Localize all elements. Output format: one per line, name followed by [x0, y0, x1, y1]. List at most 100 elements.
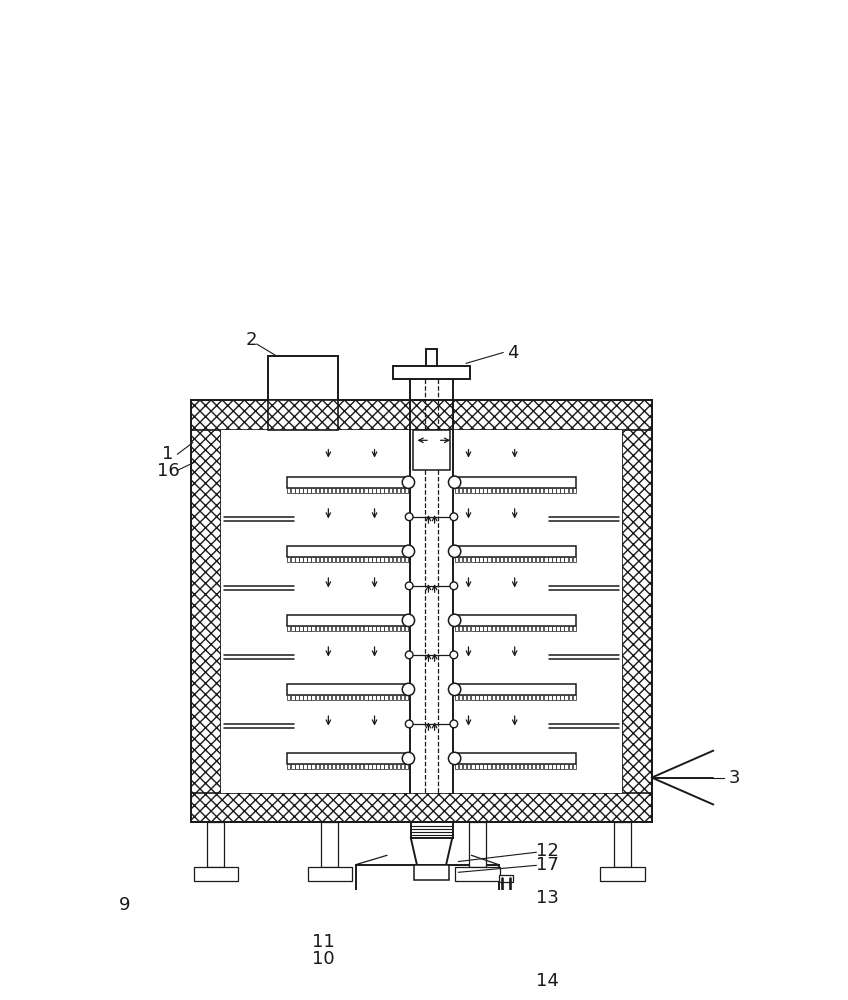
- Bar: [404, 488, 408, 493]
- Bar: [414, 865, 449, 880]
- Bar: [459, 626, 462, 631]
- Bar: [556, 764, 560, 769]
- Bar: [401, 488, 404, 493]
- Bar: [384, 626, 388, 631]
- Bar: [471, 626, 475, 631]
- Bar: [348, 488, 351, 493]
- Bar: [295, 764, 298, 769]
- Ellipse shape: [402, 476, 415, 488]
- Bar: [308, 488, 310, 493]
- Bar: [393, 626, 396, 631]
- Bar: [324, 626, 327, 631]
- Bar: [372, 695, 376, 700]
- Bar: [364, 488, 367, 493]
- Bar: [467, 557, 471, 562]
- Bar: [492, 764, 495, 769]
- Bar: [304, 626, 307, 631]
- Bar: [356, 626, 360, 631]
- Bar: [388, 626, 392, 631]
- Bar: [483, 764, 487, 769]
- Bar: [540, 488, 544, 493]
- Bar: [455, 546, 577, 557]
- Bar: [528, 695, 532, 700]
- Bar: [393, 488, 396, 493]
- Text: 17: 17: [536, 856, 559, 874]
- Bar: [499, 875, 513, 882]
- Bar: [475, 764, 478, 769]
- Bar: [308, 626, 310, 631]
- Bar: [516, 488, 519, 493]
- Bar: [393, 695, 396, 700]
- Bar: [544, 695, 548, 700]
- Bar: [360, 488, 364, 493]
- Text: 16: 16: [157, 462, 180, 480]
- Bar: [544, 764, 548, 769]
- Bar: [488, 764, 491, 769]
- Bar: [536, 764, 539, 769]
- Bar: [516, 557, 519, 562]
- Bar: [315, 695, 319, 700]
- Bar: [381, 764, 384, 769]
- Bar: [528, 557, 532, 562]
- Bar: [540, 557, 544, 562]
- Bar: [368, 695, 371, 700]
- Bar: [516, 764, 519, 769]
- Bar: [614, 822, 631, 867]
- Bar: [471, 557, 475, 562]
- Bar: [356, 488, 360, 493]
- Bar: [287, 695, 291, 700]
- Bar: [287, 546, 409, 557]
- Bar: [372, 764, 376, 769]
- Bar: [352, 488, 355, 493]
- Bar: [459, 695, 462, 700]
- Bar: [287, 615, 409, 626]
- Bar: [364, 626, 367, 631]
- Bar: [479, 626, 483, 631]
- Bar: [540, 764, 544, 769]
- Bar: [455, 684, 577, 695]
- Text: 12: 12: [536, 842, 559, 860]
- Bar: [315, 626, 319, 631]
- Bar: [536, 557, 539, 562]
- Bar: [455, 557, 458, 562]
- Bar: [304, 488, 307, 493]
- Bar: [427, 349, 437, 366]
- Bar: [561, 626, 564, 631]
- Bar: [368, 488, 371, 493]
- Bar: [495, 764, 499, 769]
- Bar: [622, 400, 652, 822]
- Bar: [455, 615, 577, 626]
- Bar: [544, 626, 548, 631]
- Bar: [344, 488, 347, 493]
- Bar: [287, 764, 291, 769]
- Bar: [308, 867, 352, 881]
- Bar: [549, 488, 551, 493]
- Bar: [524, 695, 527, 700]
- Bar: [510, 977, 544, 986]
- Bar: [528, 488, 532, 493]
- Bar: [397, 488, 400, 493]
- Bar: [397, 695, 400, 700]
- Bar: [397, 626, 400, 631]
- Bar: [483, 695, 487, 700]
- Bar: [455, 695, 458, 700]
- Bar: [524, 626, 527, 631]
- Bar: [495, 488, 499, 493]
- Bar: [520, 557, 523, 562]
- Bar: [499, 626, 503, 631]
- Bar: [372, 557, 376, 562]
- Bar: [479, 488, 483, 493]
- Bar: [388, 764, 392, 769]
- Bar: [304, 557, 307, 562]
- Ellipse shape: [449, 683, 460, 696]
- Ellipse shape: [449, 545, 460, 557]
- Bar: [520, 626, 523, 631]
- Bar: [463, 764, 466, 769]
- Bar: [561, 764, 564, 769]
- Bar: [528, 626, 532, 631]
- Bar: [327, 488, 331, 493]
- Bar: [381, 695, 384, 700]
- Bar: [324, 695, 327, 700]
- Bar: [459, 488, 462, 493]
- Bar: [332, 695, 335, 700]
